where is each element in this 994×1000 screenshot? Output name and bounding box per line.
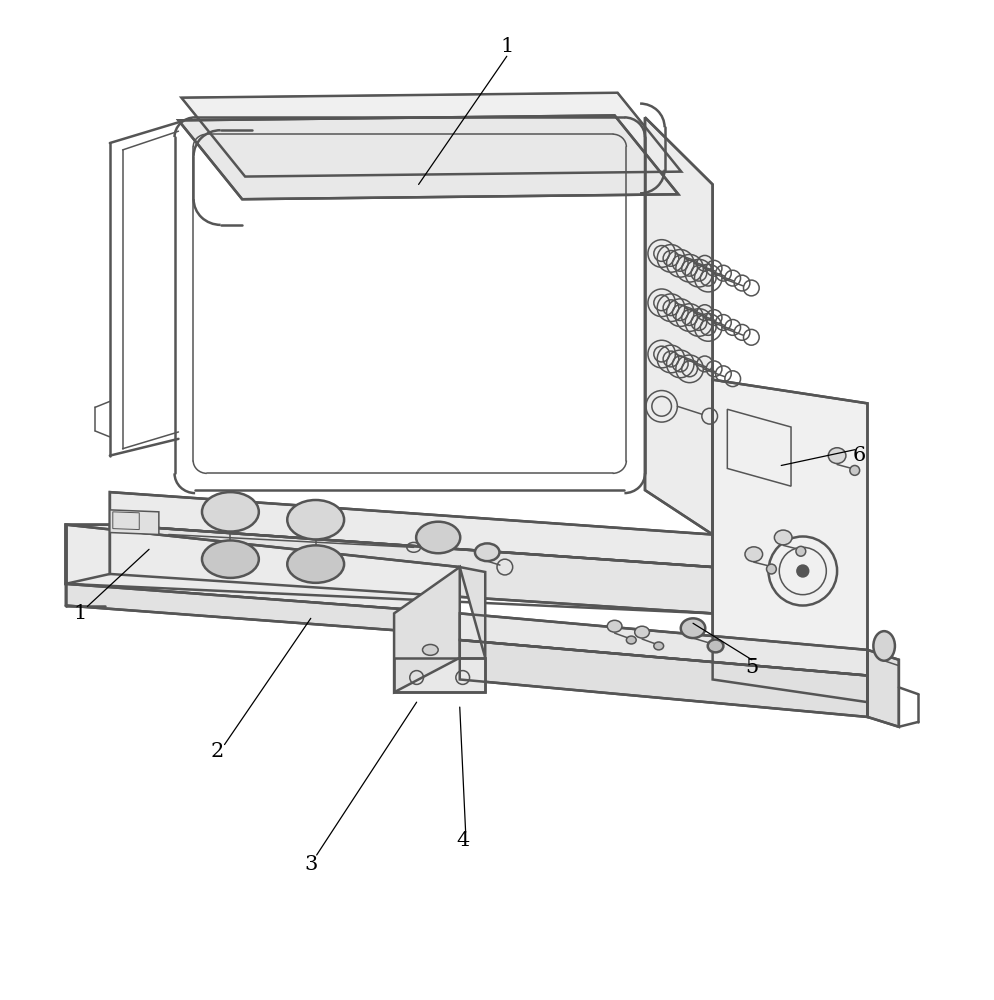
Polygon shape [460,613,868,676]
Ellipse shape [626,636,636,644]
Ellipse shape [654,642,664,650]
Ellipse shape [766,564,776,574]
Polygon shape [110,510,159,535]
Ellipse shape [422,644,438,655]
Polygon shape [868,650,899,727]
Ellipse shape [774,530,792,545]
Ellipse shape [607,620,622,632]
Ellipse shape [796,546,806,556]
Ellipse shape [202,492,258,532]
Ellipse shape [681,618,706,638]
Ellipse shape [202,540,258,578]
Text: 2: 2 [211,742,225,761]
Polygon shape [713,380,868,702]
Ellipse shape [850,465,860,475]
Polygon shape [460,567,485,658]
Ellipse shape [287,500,344,539]
Ellipse shape [797,565,809,577]
Ellipse shape [745,547,762,562]
Polygon shape [66,584,460,635]
Polygon shape [66,525,110,584]
Polygon shape [645,117,713,535]
Ellipse shape [708,640,724,652]
Ellipse shape [416,522,460,553]
Polygon shape [66,525,460,613]
Polygon shape [179,115,678,199]
Text: 5: 5 [746,658,758,677]
Ellipse shape [287,545,344,583]
Polygon shape [181,93,681,177]
Ellipse shape [874,631,895,661]
Polygon shape [394,567,460,692]
Polygon shape [110,492,713,567]
Text: 3: 3 [304,855,317,874]
Text: 1: 1 [74,604,87,623]
Text: 4: 4 [456,831,469,850]
Ellipse shape [828,448,846,464]
Text: 6: 6 [853,446,866,465]
Ellipse shape [475,543,499,561]
Text: 1: 1 [500,37,514,56]
Polygon shape [460,640,868,717]
Ellipse shape [635,626,649,638]
Polygon shape [394,658,485,692]
Polygon shape [110,525,713,613]
